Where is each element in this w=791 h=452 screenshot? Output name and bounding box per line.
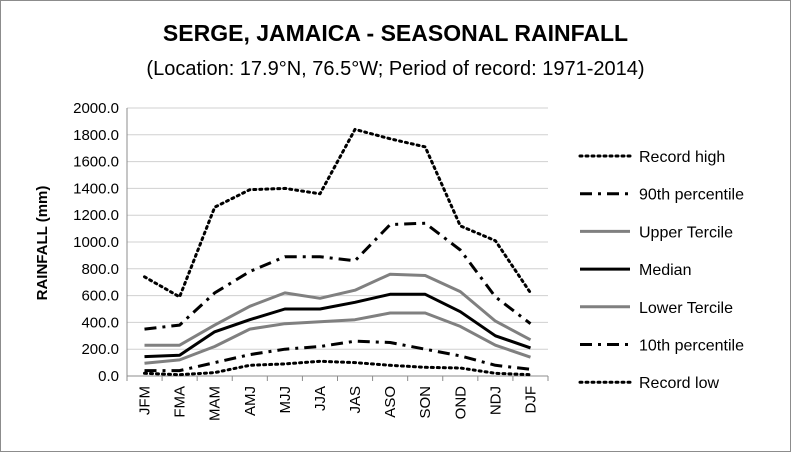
legend-label: 90th percentile [639,187,744,204]
y-tick-label: 600.0 [81,288,119,305]
x-tick-label: JJA [312,386,329,411]
y-tick-label: 2000.0 [73,100,119,117]
y-tick-label: 1400.0 [73,180,119,197]
y-tick-label: 800.0 [81,261,119,278]
y-tick-label: 1600.0 [73,154,119,171]
x-tick-label: JAS [347,386,364,414]
x-tick-label: MAM [207,386,224,421]
x-tick-label: NDJ [487,386,504,415]
legend-label: Median [639,262,691,279]
y-tick-label: 400.0 [81,314,119,331]
x-tick-label: JFM [137,386,154,415]
series-line-record-low [143,359,532,377]
x-tick-label: OND [452,386,469,420]
series-line-90th-percentile [144,221,532,331]
y-tick-label: 1000.0 [73,234,119,251]
x-tick-label: MJJ [277,386,294,414]
series-line-upper-tercile [144,272,532,347]
x-tick-label: ASO [382,386,399,418]
legend-label: Record high [639,149,725,166]
chart-subtitle: (Location: 17.9°N, 76.5°W; Period of rec… [146,58,645,80]
y-tick-label: 1200.0 [73,207,119,224]
legend-label: 10th percentile [639,338,744,355]
x-tick-label: FMA [172,386,189,418]
series-lines [143,127,532,377]
chart-title: SERGE, JAMAICA - SEASONAL RAINFALL [162,20,629,46]
y-tick-label: 0.0 [98,368,119,385]
series-line-median [144,292,531,359]
legend-label: Upper Tercile [639,224,733,241]
series-line-lower-tercile [144,311,531,365]
y-axis-title: RAINFALL (mm) [34,186,51,301]
series-line-10th-percentile [144,339,531,373]
x-tick-label: SON [417,386,434,419]
legend: Record high 90th percentile Upper Tercile M… [578,149,744,392]
y-tick-label: 200.0 [81,341,119,358]
axes [126,108,549,381]
x-tick-label: AMJ [242,386,259,416]
y-tick-label: 1800.0 [73,127,119,144]
legend-label: Lower Tercile [639,300,733,317]
x-tick-labels: JFM FMA MAM AMJ MJJ JJA JAS ASO SON OND NDJ DJF [137,386,540,421]
legend-label: Record low [639,375,719,392]
series-line-record-high [143,127,532,299]
y-tick-labels: 0.0 200.0 400.0 600.0 800.0 1000.0 1200.0 1400.… [73,100,119,385]
x-tick-label: DJF [522,386,539,414]
